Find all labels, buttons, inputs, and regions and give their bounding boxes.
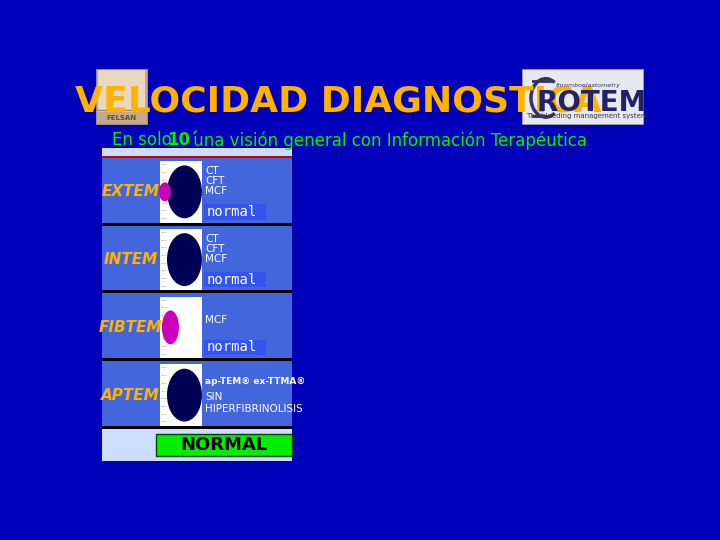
FancyBboxPatch shape <box>160 229 202 291</box>
Text: VELOCIDAD DIAGNOSTICA: VELOCIDAD DIAGNOSTICA <box>75 85 601 119</box>
Text: INTEM: INTEM <box>104 252 158 267</box>
Text: APTEM: APTEM <box>102 388 160 403</box>
Text: CT: CT <box>205 234 219 244</box>
Text: normal: normal <box>207 340 257 354</box>
Text: FELSAN: FELSAN <box>107 115 137 121</box>
FancyBboxPatch shape <box>102 429 292 461</box>
FancyBboxPatch shape <box>102 426 292 430</box>
Text: En solo: En solo <box>112 131 176 149</box>
FancyBboxPatch shape <box>102 148 292 156</box>
FancyBboxPatch shape <box>102 158 292 226</box>
Text: MCF: MCF <box>205 254 228 264</box>
Text: MCF: MCF <box>205 315 228 326</box>
Text: 10´: 10´ <box>168 131 199 149</box>
Ellipse shape <box>167 369 202 422</box>
Ellipse shape <box>162 310 179 345</box>
FancyBboxPatch shape <box>160 296 202 358</box>
FancyBboxPatch shape <box>156 434 292 456</box>
Text: CFT: CFT <box>205 176 225 186</box>
FancyBboxPatch shape <box>102 156 292 158</box>
FancyBboxPatch shape <box>102 226 292 294</box>
FancyBboxPatch shape <box>98 70 145 112</box>
FancyBboxPatch shape <box>102 294 292 361</box>
FancyBboxPatch shape <box>102 361 292 429</box>
Ellipse shape <box>167 165 202 218</box>
Text: una visión general con Información Terapéutica: una visión general con Información Terap… <box>188 131 587 150</box>
Text: normal: normal <box>207 273 257 287</box>
Text: ROTEM: ROTEM <box>537 89 647 117</box>
Text: CFT: CFT <box>205 244 225 254</box>
FancyBboxPatch shape <box>523 69 642 124</box>
Text: SIN: SIN <box>205 392 223 402</box>
Text: ap-TEM® ex-TTMA®: ap-TEM® ex-TTMA® <box>205 377 306 386</box>
Text: CT: CT <box>205 166 219 176</box>
FancyBboxPatch shape <box>102 291 292 294</box>
Text: EXTEM: EXTEM <box>102 184 160 199</box>
Text: FIBTEM: FIBTEM <box>99 320 163 335</box>
FancyBboxPatch shape <box>102 222 292 226</box>
FancyBboxPatch shape <box>160 161 202 222</box>
Text: MCF: MCF <box>205 186 228 196</box>
Text: The bleeding management system: The bleeding management system <box>526 113 647 119</box>
FancyBboxPatch shape <box>204 272 266 287</box>
FancyBboxPatch shape <box>160 364 202 426</box>
FancyBboxPatch shape <box>204 340 266 355</box>
FancyBboxPatch shape <box>96 69 147 124</box>
FancyBboxPatch shape <box>204 204 266 220</box>
Ellipse shape <box>159 183 171 201</box>
FancyBboxPatch shape <box>102 358 292 362</box>
Text: normal: normal <box>207 205 257 219</box>
Text: HIPERFIBRINOLISIS: HIPERFIBRINOLISIS <box>205 404 303 414</box>
Text: thromboelastometry: thromboelastometry <box>556 83 621 88</box>
Ellipse shape <box>167 233 202 286</box>
Text: NORMAL: NORMAL <box>180 436 267 454</box>
